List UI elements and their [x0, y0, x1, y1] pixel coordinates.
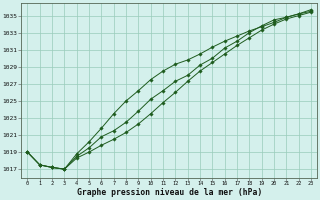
X-axis label: Graphe pression niveau de la mer (hPa): Graphe pression niveau de la mer (hPa): [76, 188, 262, 197]
